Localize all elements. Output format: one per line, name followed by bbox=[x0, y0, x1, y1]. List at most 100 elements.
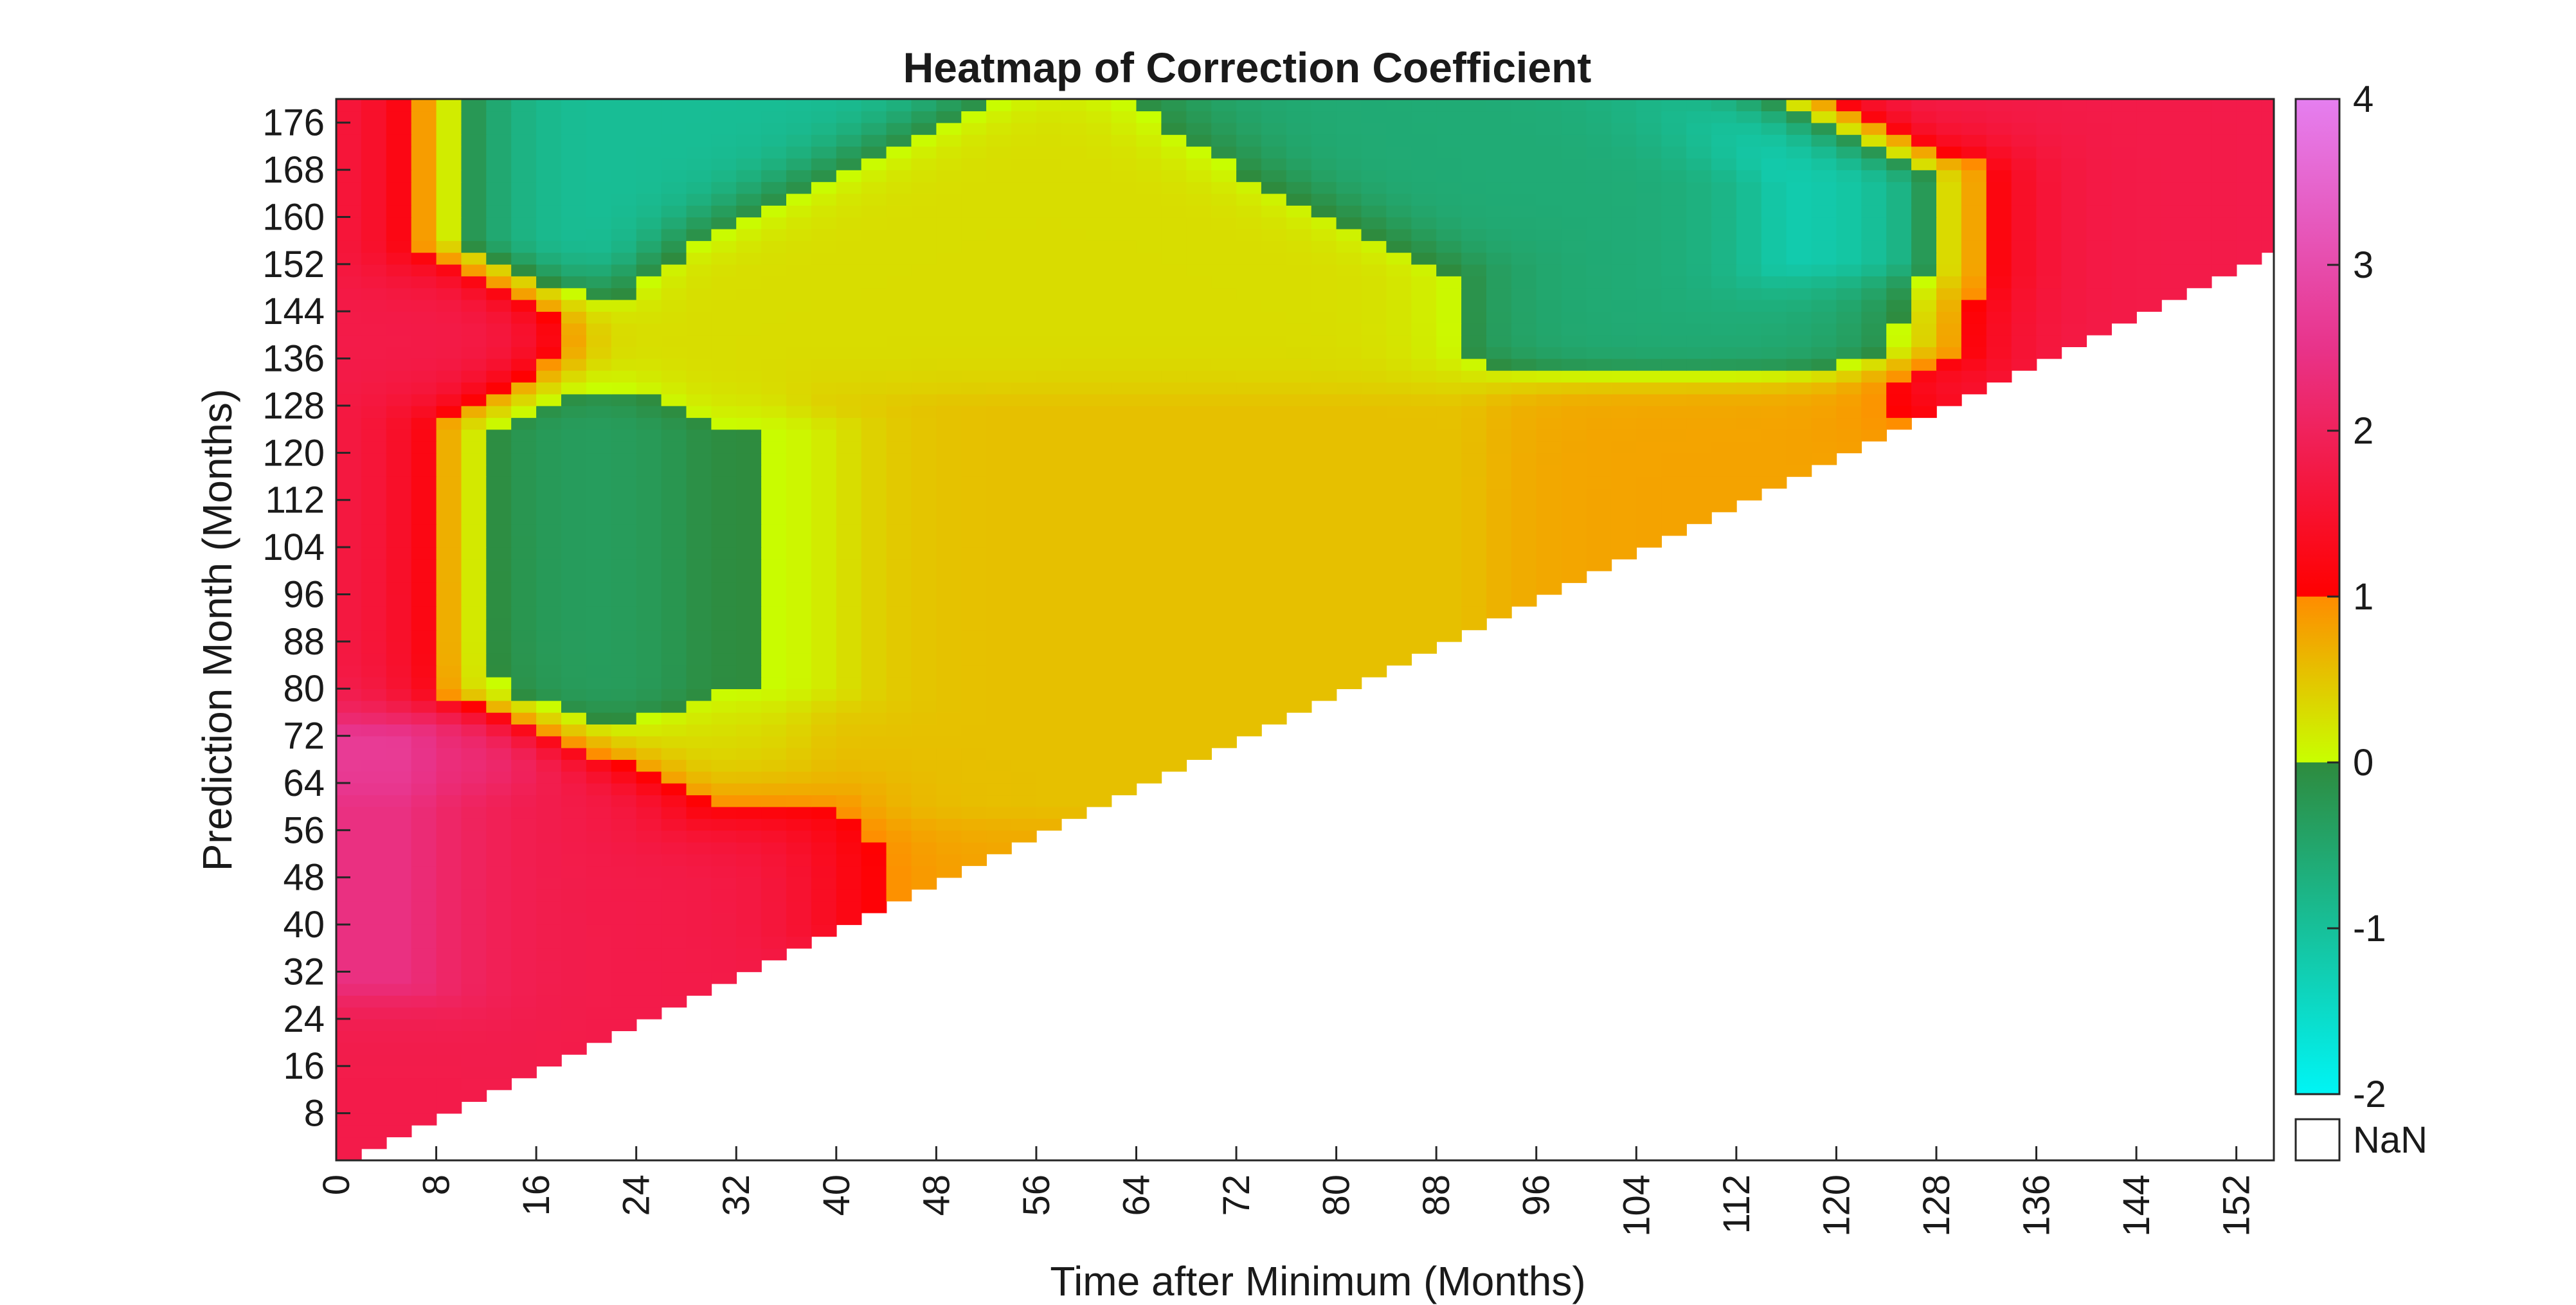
heatmap-cell bbox=[1236, 535, 1262, 548]
heatmap-cell bbox=[711, 606, 737, 618]
heatmap-cell bbox=[1286, 99, 1312, 112]
heatmap-cell bbox=[761, 429, 787, 442]
heatmap-cell bbox=[1436, 122, 1462, 135]
heatmap-cell bbox=[886, 205, 912, 218]
heatmap-cell bbox=[786, 111, 812, 123]
heatmap-cell bbox=[336, 901, 362, 914]
heatmap-cell bbox=[361, 181, 387, 194]
heatmap-cell bbox=[436, 264, 462, 276]
heatmap-cell bbox=[386, 960, 412, 973]
heatmap-cell bbox=[411, 217, 437, 230]
heatmap-cell bbox=[961, 512, 987, 525]
heatmap-cell bbox=[1111, 382, 1137, 395]
heatmap-cell bbox=[361, 464, 387, 477]
heatmap-cell bbox=[511, 535, 537, 548]
heatmap-cell bbox=[1161, 700, 1187, 713]
heatmap-cell bbox=[1661, 111, 1687, 123]
heatmap-cell bbox=[1636, 193, 1662, 206]
heatmap-cell bbox=[361, 559, 387, 572]
heatmap-cell bbox=[1986, 311, 2012, 324]
heatmap-cell bbox=[1261, 134, 1287, 147]
heatmap-cell bbox=[1236, 134, 1262, 147]
heatmap-cell bbox=[1086, 170, 1112, 183]
heatmap-cell bbox=[786, 441, 812, 454]
heatmap-cell bbox=[1686, 323, 1712, 336]
heatmap-cell bbox=[2136, 287, 2162, 300]
heatmap-cell bbox=[686, 901, 712, 914]
heatmap-cell bbox=[961, 523, 987, 536]
heatmap-cell bbox=[386, 688, 412, 701]
heatmap-cell bbox=[586, 158, 612, 170]
heatmap-cell bbox=[511, 158, 537, 170]
heatmap-cell bbox=[761, 795, 787, 807]
heatmap-cell bbox=[2211, 170, 2237, 183]
heatmap-cell bbox=[386, 547, 412, 560]
heatmap-cell bbox=[986, 217, 1012, 230]
heatmap-cell bbox=[861, 441, 887, 454]
heatmap-cell bbox=[1386, 181, 1412, 194]
heatmap-cell bbox=[511, 665, 537, 678]
heatmap-cell bbox=[1636, 323, 1662, 336]
heatmap-cell bbox=[2111, 111, 2137, 123]
heatmap-cell bbox=[1211, 334, 1237, 347]
heatmap-cell bbox=[736, 830, 762, 843]
heatmap-cell bbox=[936, 653, 962, 666]
heatmap-cell bbox=[1986, 346, 2012, 359]
heatmap-cell bbox=[1036, 122, 1062, 135]
heatmap-cell bbox=[1436, 323, 1462, 336]
heatmap-cell bbox=[486, 122, 512, 135]
heatmap-cell bbox=[1336, 594, 1362, 607]
heatmap-cell bbox=[1636, 287, 1662, 300]
heatmap-cell bbox=[336, 842, 362, 854]
heatmap-cell bbox=[686, 311, 712, 324]
heatmap-cell bbox=[386, 346, 412, 359]
heatmap-cell bbox=[436, 641, 462, 654]
heatmap-cell bbox=[561, 429, 587, 442]
heatmap-cell bbox=[711, 311, 737, 324]
heatmap-cell bbox=[936, 346, 962, 359]
y-axis-label: Prediction Month (Months) bbox=[194, 389, 240, 872]
heatmap-cell bbox=[636, 111, 662, 123]
heatmap-cell bbox=[1586, 146, 1612, 159]
heatmap-cell bbox=[361, 1030, 387, 1043]
heatmap-cell bbox=[1186, 334, 1212, 347]
heatmap-cell bbox=[1636, 488, 1662, 501]
heatmap-cell bbox=[1411, 299, 1437, 312]
heatmap-cell bbox=[1161, 417, 1187, 430]
heatmap-cell bbox=[786, 735, 812, 748]
heatmap-cell bbox=[1086, 594, 1112, 607]
heatmap-cell bbox=[961, 570, 987, 583]
heatmap-cell bbox=[1411, 122, 1437, 135]
heatmap-cell bbox=[911, 594, 937, 607]
heatmap-cell bbox=[486, 464, 512, 477]
heatmap-cell bbox=[411, 287, 437, 300]
heatmap-cell bbox=[461, 570, 487, 583]
heatmap-cell bbox=[811, 854, 837, 867]
heatmap-cell bbox=[361, 582, 387, 595]
heatmap-cell bbox=[1261, 535, 1287, 548]
heatmap-cell bbox=[461, 629, 487, 642]
heatmap-cell bbox=[336, 228, 362, 241]
heatmap-cell bbox=[2236, 252, 2262, 265]
heatmap-cell bbox=[1011, 606, 1037, 618]
heatmap-cell bbox=[611, 818, 637, 831]
heatmap-cell bbox=[1111, 323, 1137, 336]
heatmap-cell bbox=[911, 417, 937, 430]
heatmap-cell bbox=[811, 700, 837, 713]
heatmap-cell bbox=[561, 205, 587, 218]
heatmap-cell bbox=[536, 170, 562, 183]
heatmap-cell bbox=[1761, 217, 1787, 230]
heatmap-cell bbox=[736, 901, 762, 914]
heatmap-cell bbox=[2011, 334, 2037, 347]
heatmap-cell bbox=[2186, 158, 2212, 170]
heatmap-cell bbox=[411, 193, 437, 206]
heatmap-cell bbox=[2111, 217, 2137, 230]
heatmap-cell bbox=[611, 370, 637, 382]
heatmap-cell bbox=[1736, 311, 1762, 324]
heatmap-cell bbox=[1411, 181, 1437, 194]
heatmap-cell bbox=[836, 323, 862, 336]
heatmap-cell bbox=[911, 370, 937, 382]
heatmap-cell bbox=[1636, 512, 1662, 525]
heatmap-cell bbox=[1111, 724, 1137, 737]
heatmap-cell bbox=[536, 299, 562, 312]
